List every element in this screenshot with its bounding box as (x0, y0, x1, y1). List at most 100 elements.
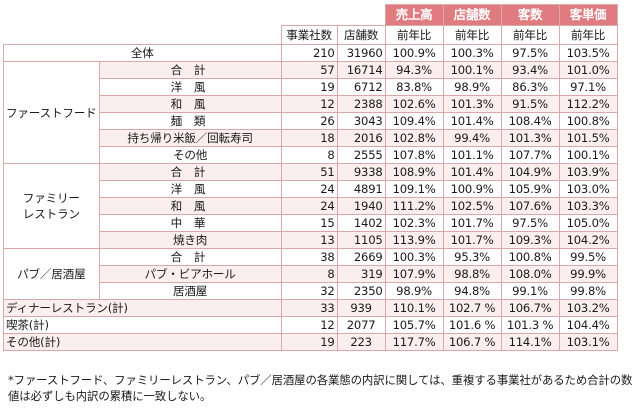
cell-stores: 223 (336, 333, 386, 351)
table-row: 居酒屋 32 2350 98.9% 94.8% 99.1% 99.8% (4, 282, 618, 300)
cell-companies: 24 (280, 197, 338, 215)
cell-sales-yoy: 98.9% (384, 282, 444, 300)
table-row: 焼き肉 13 1105 113.9% 101.7% 109.3% 104.2% (4, 231, 618, 249)
cell-unit-price-yoy: 101.0% (558, 61, 618, 79)
cell-companies: 12 (280, 316, 338, 334)
cell-sales-yoy: 109.4% (384, 112, 444, 130)
cell-companies: 8 (280, 146, 338, 164)
cell-stores: 319 (336, 265, 386, 283)
cell-stores: 2555 (336, 146, 386, 164)
category-label-line: レストラン (22, 207, 80, 221)
cell-stores-yoy: 100.1% (442, 61, 502, 79)
table-row: 全体 210 31960 100.9% 100.3% 97.5% 103.5% (3, 44, 618, 62)
cell-stores: 939 (336, 299, 386, 317)
table-row: ファーストフード 合 計 57 16714 94.3% 100.1% 93.4%… (3, 61, 618, 164)
cell-customers-yoy: 105.9% (500, 180, 560, 198)
sub-header-yoy: 前年比 (384, 25, 444, 45)
cell-stores-yoy: 102.5% (442, 197, 502, 215)
cell-stores: 31960 (336, 44, 386, 62)
cell-unit-price-yoy: 99.9% (558, 265, 618, 283)
cell-unit-price-yoy: 105.0% (558, 214, 618, 232)
cell-companies: 8 (280, 265, 338, 283)
header-row-sub: 事業社数 店舗数 前年比 前年比 前年比 前年比 (3, 25, 618, 45)
cell-unit-price-yoy: 97.1% (558, 78, 618, 96)
cell-companies: 18 (280, 129, 338, 147)
cell-companies: 51 (280, 163, 338, 181)
cell-stores: 2077 (336, 316, 386, 334)
table-row: その他(計) 19 223 117.7% 106.7 % 114.1% 103.… (3, 333, 618, 351)
row-label: 喫茶(計) (3, 316, 282, 334)
cell-customers-yoy: 86.3% (500, 78, 560, 96)
cell-stores-yoy: 94.8% (442, 282, 502, 300)
cell-stores-yoy: 100.9% (442, 180, 502, 198)
cell-stores: 2016 (336, 129, 386, 147)
cell-sales-yoy: 113.9% (384, 231, 444, 249)
cell-customers-yoy: 97.5% (500, 44, 560, 62)
cell-companies: 15 (280, 214, 338, 232)
cell-unit-price-yoy: 104.2% (558, 231, 618, 249)
cell-stores-yoy: 99.4% (442, 129, 502, 147)
cell-unit-price-yoy: 103.3% (558, 197, 618, 215)
cell-sales-yoy: 111.2% (384, 197, 444, 215)
category-pub: パブ／居酒屋 (3, 248, 100, 300)
cell-sales-yoy: 83.8% (384, 78, 444, 96)
row-label: パブ・ビアホール (98, 265, 282, 283)
cell-unit-price-yoy: 101.5% (558, 129, 618, 147)
row-label: ディナーレストラン(計) (3, 299, 282, 317)
cell-customers-yoy: 107.6% (500, 197, 560, 215)
sales-table: 売上高 店舗数 客数 客単価 事業社数 店舗数 前年比 前年比 前年比 前年比 … (3, 4, 618, 351)
cell-companies: 38 (280, 248, 338, 266)
category-fast-food: ファーストフード (3, 61, 100, 164)
cell-unit-price-yoy: 103.1% (558, 333, 618, 351)
cell-stores-yoy: 101.3% (442, 95, 502, 113)
col-title-sales: 売上高 (384, 4, 444, 26)
cell-sales-yoy: 107.8% (384, 146, 444, 164)
cell-customers-yoy: 101.3 % (500, 316, 560, 334)
cell-stores: 9338 (336, 163, 386, 181)
cell-unit-price-yoy: 112.2% (558, 95, 618, 113)
cell-companies: 26 (280, 112, 338, 130)
cell-stores: 2669 (336, 248, 386, 266)
cell-sales-yoy: 100.9% (384, 44, 444, 62)
cell-stores: 2388 (336, 95, 386, 113)
cell-sales-yoy: 110.1% (384, 299, 444, 317)
cell-customers-yoy: 97.5% (500, 214, 560, 232)
sub-header-yoy: 前年比 (500, 25, 560, 45)
cell-stores-yoy: 98.9% (442, 78, 502, 96)
cell-stores-yoy: 101.4% (442, 112, 502, 130)
sub-header-stores: 店舗数 (336, 25, 386, 45)
cell-stores: 16714 (336, 61, 386, 79)
cell-sales-yoy: 102.3% (384, 214, 444, 232)
row-label: 居酒屋 (98, 282, 282, 300)
cell-customers-yoy: 93.4% (500, 61, 560, 79)
cell-unit-price-yoy: 100.8% (558, 112, 618, 130)
cell-sales-yoy: 109.1% (384, 180, 444, 198)
table-row: 和 風 12 2388 102.6% 101.3% 91.5% 112.2% (4, 95, 618, 113)
table-row: 喫茶(計) 12 2077 105.7% 101.6 % 101.3 % 104… (3, 316, 618, 334)
table-row: パブ・ビアホール 8 319 107.9% 98.8% 108.0% 99.9% (4, 265, 618, 283)
cell-stores-yoy: 101.1% (442, 146, 502, 164)
cell-stores: 3043 (336, 112, 386, 130)
header-row-main: 売上高 店舗数 客数 客単価 (3, 4, 618, 26)
cell-unit-price-yoy: 103.5% (558, 44, 618, 62)
category-label-line: ファミリー (22, 191, 80, 205)
cell-sales-yoy: 100.3% (384, 248, 444, 266)
cell-sales-yoy: 102.6% (384, 95, 444, 113)
row-label: 合 計 (98, 61, 282, 79)
col-title-unit-price: 客単価 (558, 4, 618, 26)
category-family-restaurant: ファミリー レストラン (3, 163, 100, 249)
cell-sales-yoy: 94.3% (384, 61, 444, 79)
cell-customers-yoy: 101.3% (500, 129, 560, 147)
cell-companies: 32 (280, 282, 338, 300)
cell-unit-price-yoy: 103.9% (558, 163, 618, 181)
sub-header-companies: 事業社数 (280, 25, 338, 45)
cell-stores-yoy: 100.3% (442, 44, 502, 62)
cell-unit-price-yoy: 100.1% (558, 146, 618, 164)
cell-unit-price-yoy: 103.2% (558, 299, 618, 317)
sub-header-yoy: 前年比 (442, 25, 502, 45)
cell-customers-yoy: 100.8% (500, 248, 560, 266)
row-label: 洋 風 (98, 180, 282, 198)
cell-unit-price-yoy: 103.0% (558, 180, 618, 198)
cell-companies: 13 (280, 231, 338, 249)
cell-companies: 12 (280, 95, 338, 113)
